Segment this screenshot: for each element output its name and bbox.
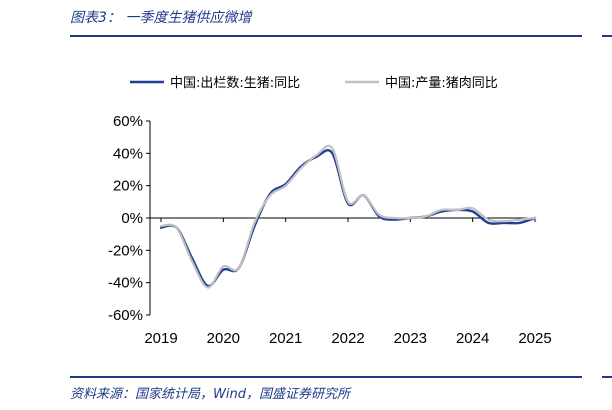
- x-tick-label: 2025: [518, 330, 551, 347]
- x-tick-label: 2019: [144, 330, 177, 347]
- y-tick-label: 20%: [113, 178, 143, 195]
- bottom-rule-edge: [602, 376, 612, 378]
- y-tick-label: 0%: [121, 210, 143, 227]
- legend: 中国:出栏数:生猪:同比 中国:产量:猪肉同比: [130, 76, 498, 91]
- x-tick-label: 2021: [269, 330, 302, 347]
- legend-label-2: 中国:产量:猪肉同比: [385, 76, 498, 91]
- legend-label-1: 中国:出栏数:生猪:同比: [170, 76, 300, 91]
- y-tick-label: -20%: [108, 242, 143, 259]
- y-axis: 60% 40% 20% 0% -20% -40% -60%: [108, 113, 151, 324]
- top-rule-edge: [602, 35, 612, 37]
- y-tick-label: -60%: [108, 307, 143, 324]
- y-tick-label: 60%: [113, 113, 143, 130]
- source-note: 资料来源：国家统计局，Wind，国盛证券研究所: [70, 387, 350, 402]
- x-tick-label: 2020: [207, 330, 240, 347]
- x-axis: 2019 2020 2021 2022 2023 2024 2025: [144, 217, 552, 347]
- chart-title: 图表3： 一季度生猪供应微增: [70, 10, 252, 26]
- series-line-2: [159, 144, 537, 289]
- x-tick-label: 2022: [331, 330, 364, 347]
- x-tick-label: 2023: [394, 330, 427, 347]
- x-tick-label: 2024: [456, 330, 489, 347]
- top-rule: [70, 35, 582, 37]
- series-group: [159, 144, 537, 289]
- bottom-rule: [70, 376, 582, 378]
- y-tick-label: -40%: [108, 275, 143, 292]
- y-tick-label: 40%: [113, 145, 143, 162]
